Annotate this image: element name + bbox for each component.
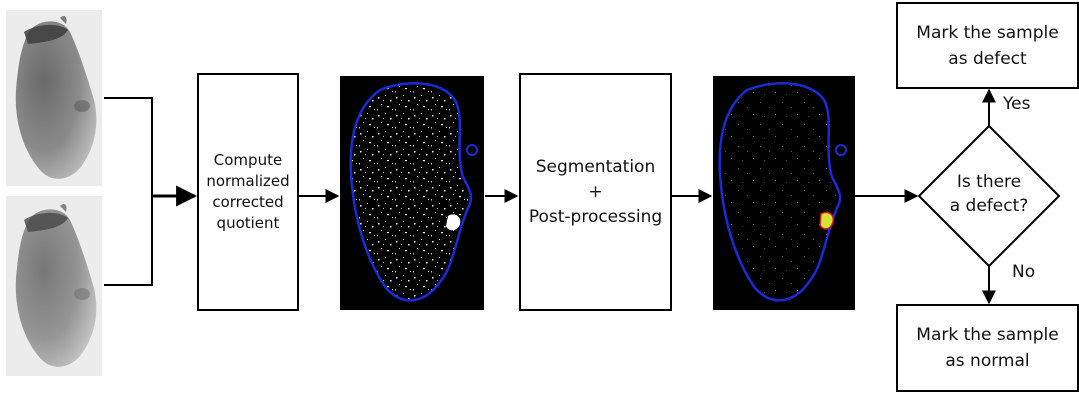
segmentation-line-3: Post-processing [528,206,663,227]
compute-line-3: corrected [212,193,284,211]
decision-diamond [917,124,1061,268]
compute-quotient-box: Compute normalized corrected quotient [197,73,299,311]
input-xray-image-2 [6,196,102,376]
mark-normal-box: Mark the sample as normal [896,304,1079,392]
normal-line-1: Mark the sample [916,325,1059,345]
input-xray-image-1 [6,10,102,186]
compute-line-2: normalized [206,172,290,190]
no-label: No [1012,262,1036,282]
compute-line-1: Compute [213,151,283,169]
segmentation-box: Segmentation + Post-processing [519,73,672,311]
compute-line-4: quotient [216,214,280,232]
segmentation-line-1: Segmentation [535,156,656,177]
yes-label: Yes [1003,94,1031,114]
segmented-result-image [713,76,855,310]
defect-line-1: Mark the sample [916,22,1059,43]
decision-line-1: Is there [956,172,1022,192]
decision-text: Is there a defect? [919,170,1059,218]
input-bracket-connector [104,97,153,286]
normal-line-2: as normal [945,351,1030,371]
defect-line-2: as defect [948,48,1027,69]
segmentation-line-2: + [588,181,603,202]
decision-line-2: a defect? [949,196,1029,216]
quotient-image [340,76,484,310]
mark-defect-box: Mark the sample as defect [896,2,1079,89]
